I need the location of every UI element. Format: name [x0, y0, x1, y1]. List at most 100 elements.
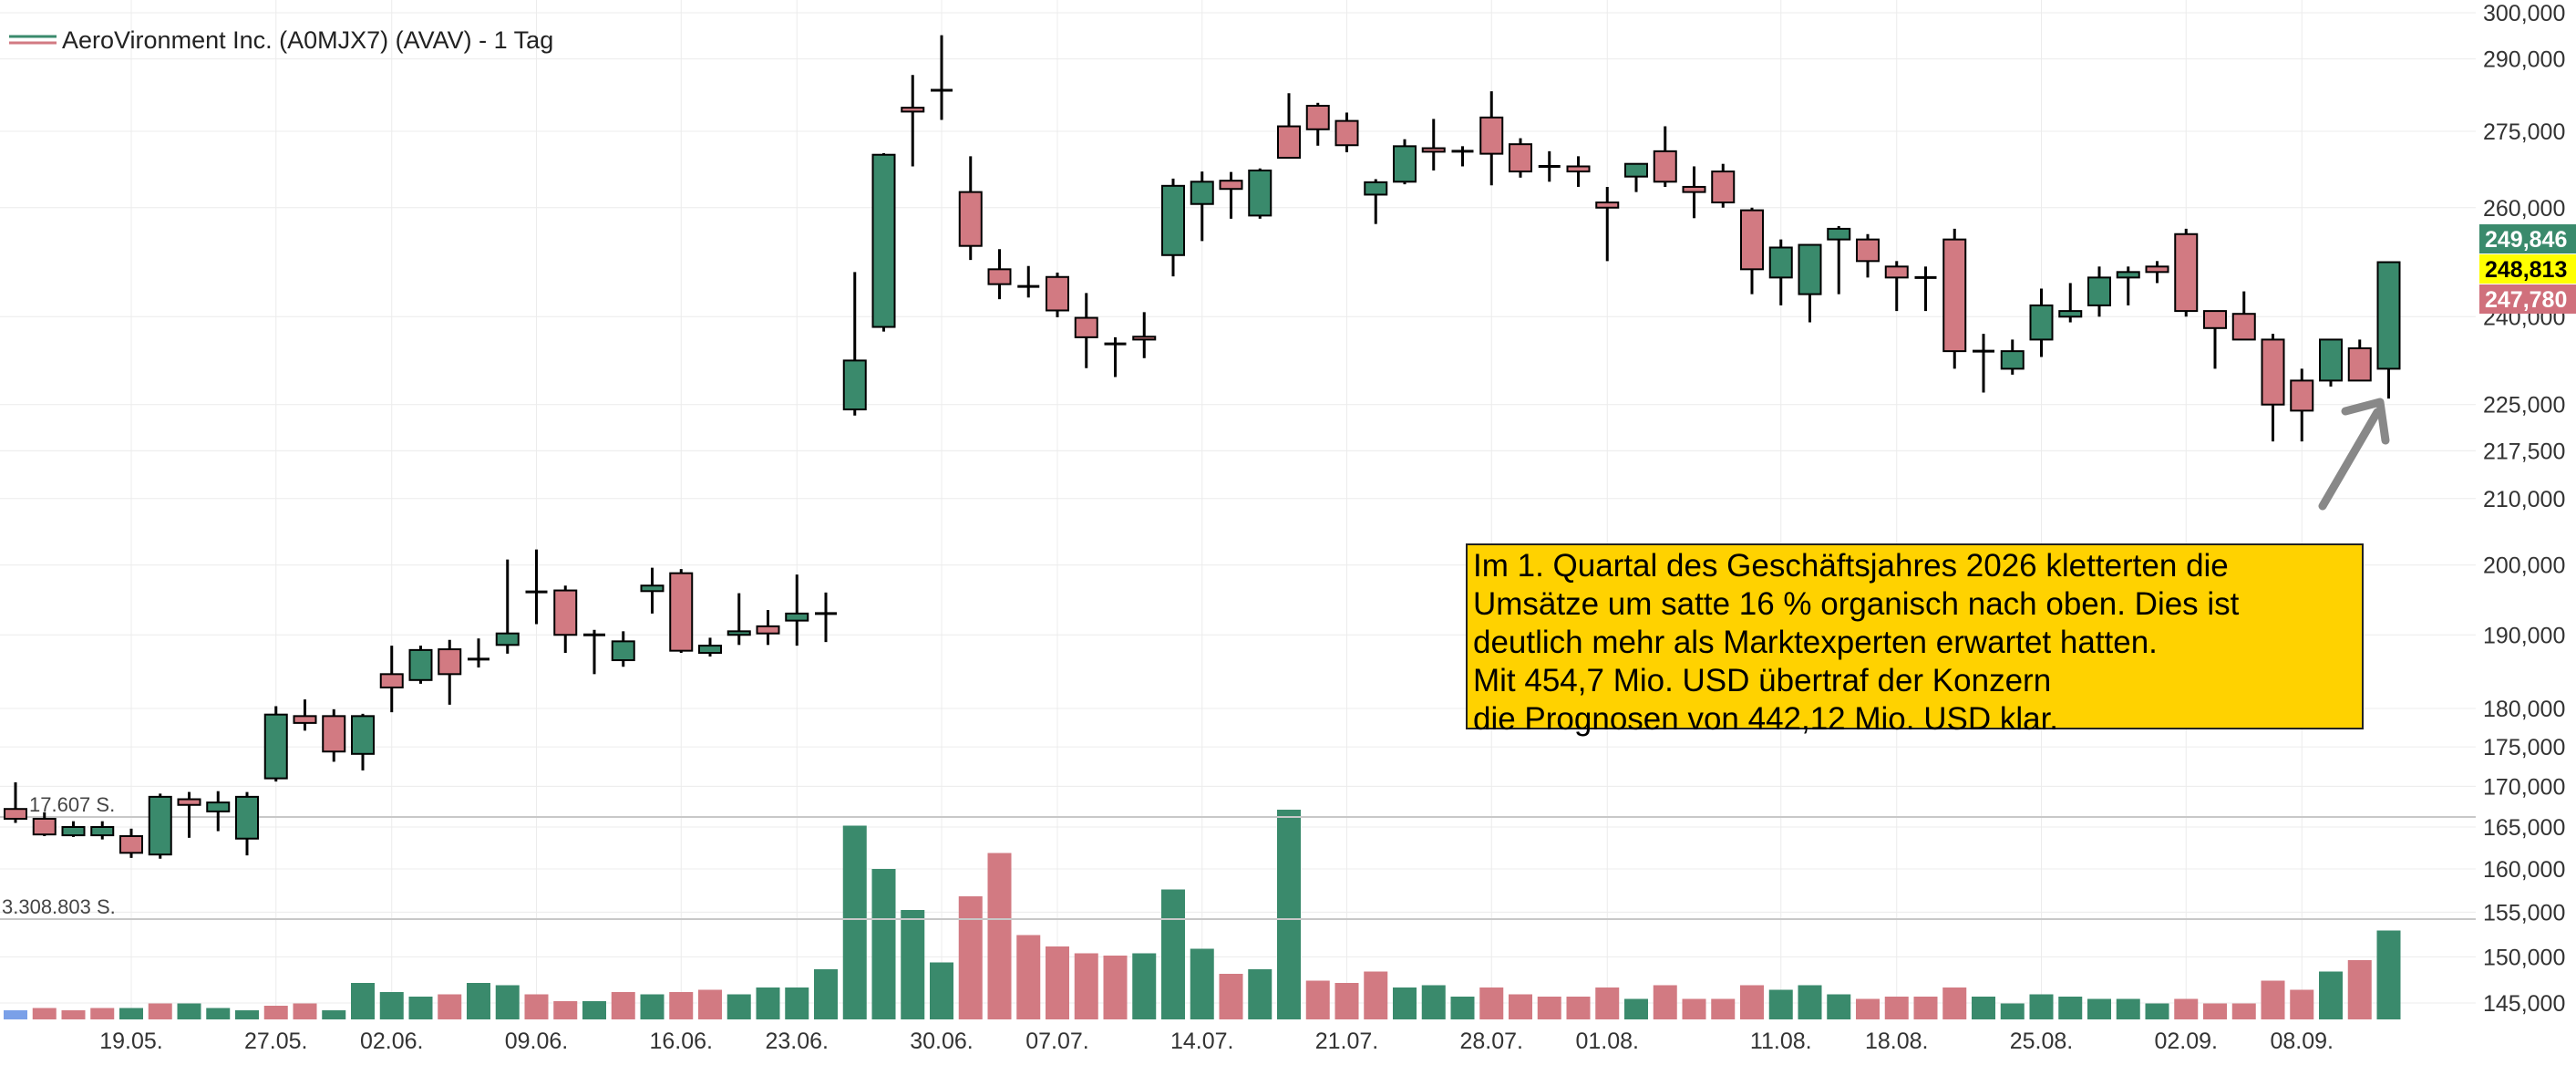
candle	[1566, 156, 1591, 187]
y-axis: 300,000290,000275,000260,000240,000225,0…	[2483, 1, 2565, 1017]
volume-bar	[611, 992, 635, 1019]
annotation-line: die Prognosen von 442,12 Mio. USD klar.	[1473, 701, 2059, 737]
x-tick-label: 28.07.	[1459, 1029, 1523, 1054]
candle	[698, 637, 722, 657]
volume-bar	[1450, 997, 1475, 1019]
volume-bar	[1132, 953, 1157, 1019]
y-tick-label: 190,000	[2483, 623, 2565, 648]
volume-bar	[148, 1003, 172, 1019]
volume-bar	[1277, 810, 1301, 1019]
annotation-line: Mit 454,7 Mio. USD übertraf der Konzern	[1473, 663, 2052, 698]
volume-bar	[1972, 997, 1995, 1019]
x-tick-label: 02.06.	[360, 1029, 424, 1054]
candle	[4, 782, 27, 823]
candle	[1132, 312, 1157, 358]
volume-bar	[2376, 930, 2401, 1019]
volume-bar	[698, 989, 722, 1019]
x-tick-label: 02.09.	[2154, 1029, 2218, 1054]
candle	[90, 821, 115, 840]
volume-bar	[351, 983, 375, 1019]
candle	[958, 156, 983, 261]
volume-bar	[1219, 974, 1243, 1019]
candle	[2116, 266, 2140, 305]
volume-bar	[1682, 998, 1706, 1019]
volume-bar	[4, 1010, 27, 1019]
legend[interactable]: AeroVironment Inc. (A0MJX7) (AVAV) - 1 T…	[9, 26, 553, 54]
volume-bar	[871, 869, 896, 1019]
candle	[987, 249, 1012, 300]
volume-bar	[1653, 985, 1677, 1019]
volume-bar	[1537, 997, 1561, 1019]
y-tick-label: 210,000	[2483, 487, 2565, 512]
candle	[1768, 239, 1793, 305]
candle	[1595, 186, 1620, 262]
candle	[1711, 163, 1736, 208]
candle	[1914, 266, 1937, 312]
candle	[583, 629, 605, 675]
svg-text:249,846: 249,846	[2485, 227, 2567, 253]
candle	[206, 791, 231, 832]
candle	[438, 639, 462, 705]
candle	[119, 828, 143, 858]
x-tick-label: 16.06.	[649, 1029, 713, 1054]
candle	[1973, 334, 1994, 393]
volume-bar	[524, 994, 549, 1019]
volume-bar	[2058, 997, 2083, 1019]
y-tick-label: 175,000	[2483, 735, 2565, 760]
volume-bar	[2290, 989, 2314, 1019]
candle	[1161, 178, 1185, 277]
volume-bar	[2145, 1003, 2169, 1019]
y-tick-label: 155,000	[2483, 900, 2565, 925]
annotation-line: Umsätze um satte 16 % organisch nach obe…	[1473, 586, 2240, 622]
price-badge: 247,780	[2479, 284, 2576, 314]
svg-text:247,780: 247,780	[2485, 287, 2567, 313]
y-tick-label: 150,000	[2483, 945, 2565, 970]
volume-bar	[1364, 971, 1388, 1019]
volume-bar	[1768, 989, 1793, 1019]
volume-bar	[408, 997, 433, 1019]
candle	[1479, 91, 1504, 186]
x-tick-label: 21.07.	[1315, 1029, 1379, 1054]
candle	[1074, 293, 1098, 368]
x-tick-label: 27.05.	[244, 1029, 308, 1054]
candle	[1624, 162, 1648, 192]
candle	[611, 631, 635, 667]
volume-bar	[901, 910, 925, 1019]
volume-bar	[177, 1003, 201, 1019]
candle	[235, 791, 259, 856]
x-tick-label: 18.08.	[1865, 1029, 1929, 1054]
volume-bar	[1884, 997, 1909, 1019]
x-tick-label: 11.08.	[1750, 1029, 1812, 1054]
candle	[2145, 261, 2169, 284]
y-tick-label: 300,000	[2483, 1, 2565, 26]
volume-bar	[1074, 953, 1098, 1019]
volume-label-lower: 3.308.803 S.	[2, 895, 116, 918]
candle	[553, 585, 578, 654]
price-badge: 249,846	[2479, 224, 2576, 253]
candle	[293, 699, 317, 731]
volume-bar	[2261, 980, 2285, 1019]
volume-bar	[814, 969, 838, 1019]
volume-bar	[235, 1010, 259, 1019]
candle	[1305, 102, 1330, 146]
x-tick-label: 09.06.	[505, 1029, 569, 1054]
volume-bar	[2347, 960, 2372, 1019]
candle	[2347, 339, 2372, 382]
volume-bar	[119, 1008, 143, 1019]
volume-bar	[1479, 987, 1504, 1019]
candle	[525, 549, 548, 625]
y-tick-label: 170,000	[2483, 774, 2565, 800]
candles	[4, 35, 2401, 859]
candle	[640, 567, 665, 614]
annotation-line: deutlich mehr als Marktexperten erwartet…	[1473, 625, 2158, 660]
y-tick-label: 180,000	[2483, 697, 2565, 722]
candle	[2261, 334, 2285, 442]
volume-bar	[1046, 946, 1069, 1019]
grid	[0, 0, 2476, 1019]
candle	[1364, 179, 1388, 224]
volume-bar	[726, 994, 751, 1019]
candle	[1538, 150, 1561, 182]
volume-bar	[1393, 987, 1417, 1019]
volume-bar	[1509, 994, 1532, 1019]
